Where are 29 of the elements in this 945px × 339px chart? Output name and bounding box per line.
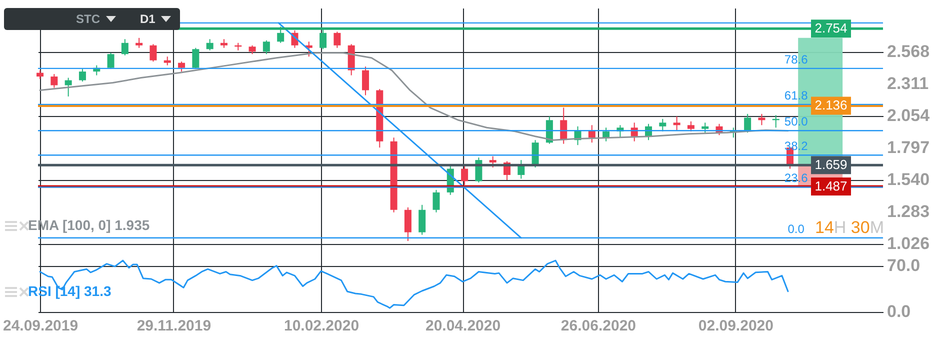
ref-line-label: 1.659	[814, 157, 848, 172]
x-tick-label: 29.11.2019	[136, 318, 212, 334]
annotation: 61.8	[784, 88, 808, 102]
y-tick-label: 0.0	[887, 302, 911, 321]
y-tick-label: 2.568	[887, 42, 930, 61]
y-tick-label: 1.026	[887, 234, 930, 254]
y-tick-label: 1.797	[887, 138, 930, 157]
annotation: 23.6	[784, 171, 808, 186]
annotation: 50.0	[784, 114, 808, 129]
y-tick-label: 2.054	[887, 106, 930, 125]
annotation: 14H 30M	[815, 218, 884, 237]
x-tick-label: 26.06.2020	[560, 318, 636, 334]
x-tick-label: 24.09.2019	[2, 318, 78, 334]
y-tick-label: 1.540	[887, 170, 930, 189]
ref-line-label: 1.487	[814, 178, 848, 194]
annotation: 38.2	[784, 139, 808, 154]
annotation: D1	[140, 12, 156, 26]
dropdown-panel: STC D1	[4, 8, 180, 30]
annotation: 0.0	[788, 222, 805, 236]
x-tick-label: 10.02.2020	[284, 318, 360, 334]
annotation: 78.6	[784, 52, 808, 66]
y-tick-label: 70.0	[887, 256, 920, 275]
x-tick-label: 02.09.2020	[698, 318, 774, 334]
y-tick-label: 2.311	[887, 74, 929, 93]
x-tick-label: 20.04.2020	[425, 318, 501, 334]
y-tick-label: 1.283	[887, 202, 930, 221]
ref-line-label: 2.136	[814, 98, 848, 113]
annotation: STC	[76, 12, 100, 26]
ref-line-label: 2.754	[814, 20, 848, 36]
